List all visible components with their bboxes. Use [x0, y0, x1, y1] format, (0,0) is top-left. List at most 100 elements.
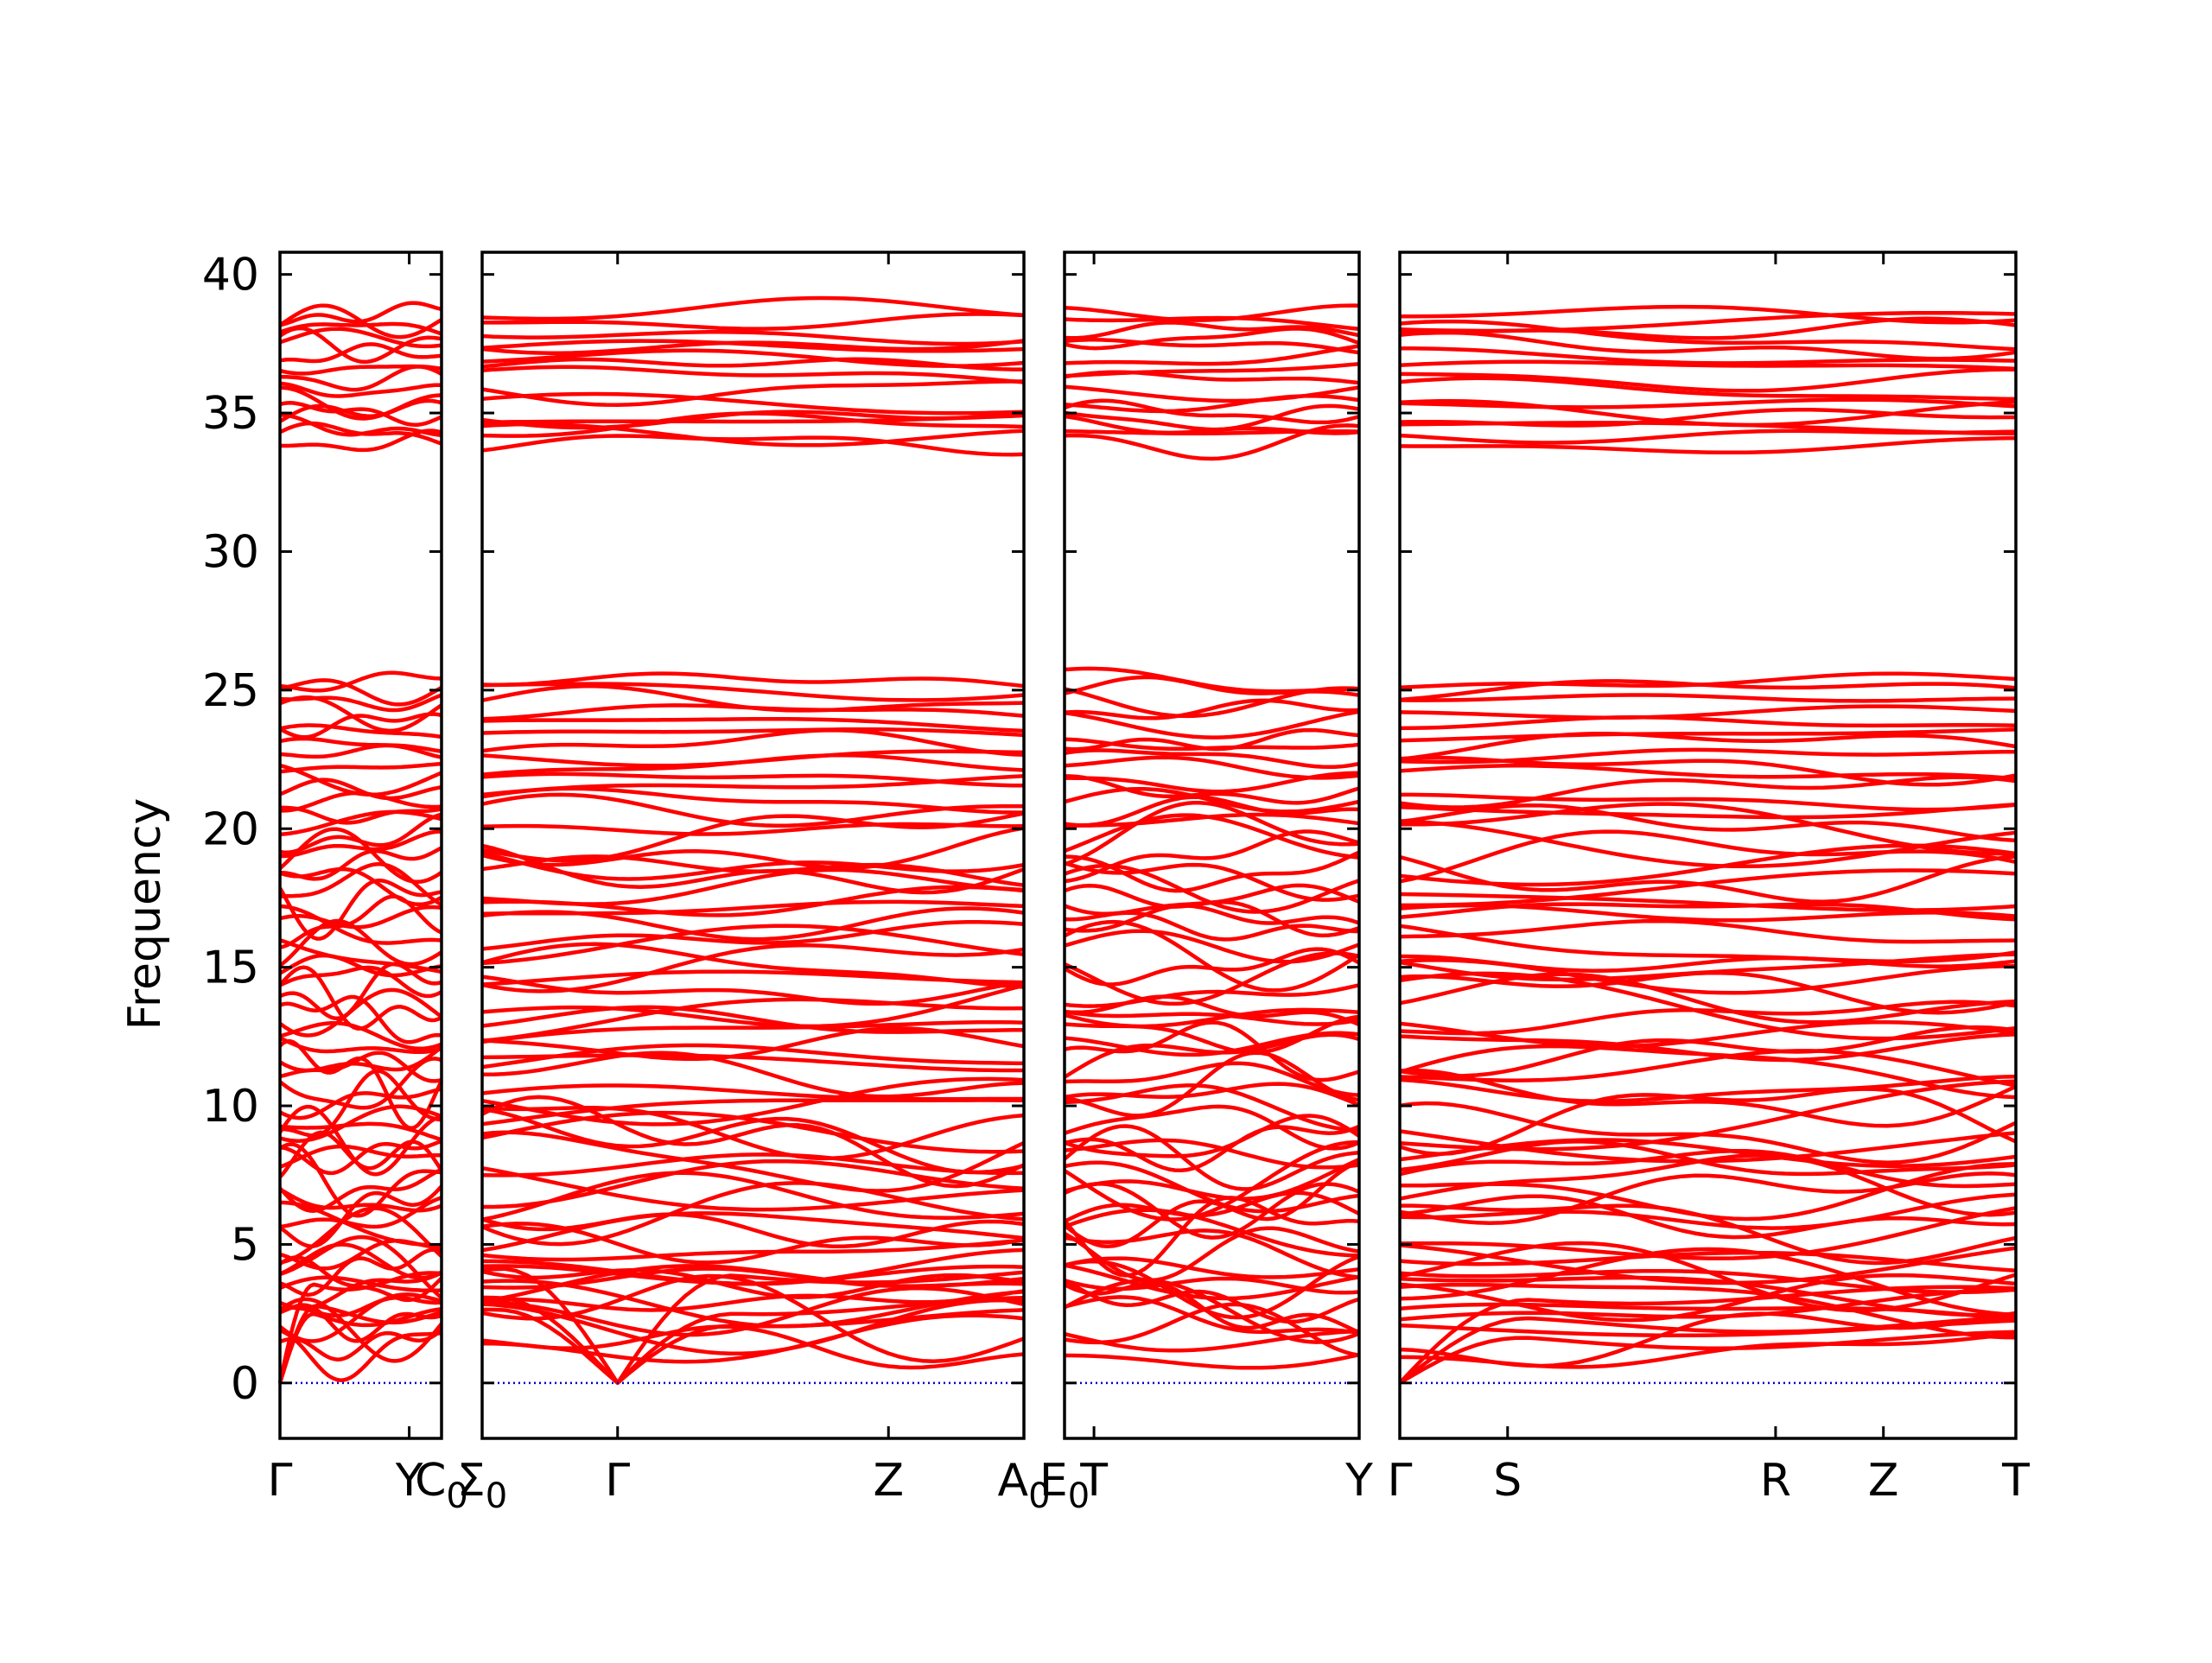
band-line [1063, 1139, 1360, 1222]
band-line [1399, 727, 2017, 743]
y-tick-label: 10 [202, 1081, 259, 1133]
band-line [1064, 774, 1360, 805]
band-line [481, 717, 1025, 733]
band-line [1400, 792, 2017, 812]
band-line [279, 693, 442, 713]
band-line [279, 866, 443, 907]
band-line [1399, 1079, 2017, 1152]
y-tick-label: 15 [202, 943, 259, 994]
band-line [1064, 929, 1360, 964]
band-line [279, 1271, 442, 1311]
band-line [1399, 971, 2017, 1041]
band-line [1064, 755, 1360, 780]
band-line [1064, 362, 1360, 378]
band-line [480, 1095, 1025, 1189]
band-line [1399, 310, 2017, 333]
band-line [1064, 1020, 1360, 1082]
band-line [1399, 359, 2017, 371]
band-line [1064, 1182, 1360, 1240]
band-line [481, 943, 1025, 993]
band-line [1064, 1228, 1360, 1279]
band-line [1399, 1194, 2017, 1240]
panel-3-bands [1063, 303, 1361, 1385]
band-line [481, 1289, 1025, 1312]
band-line [1399, 693, 2017, 703]
band-line [278, 1045, 443, 1073]
band-line [279, 809, 442, 837]
band-line [1064, 1007, 1360, 1029]
band-line [1064, 983, 1360, 1008]
band-line [280, 1200, 442, 1247]
band-line [1064, 1083, 1360, 1133]
band-line [1064, 398, 1360, 425]
band-line [481, 924, 1025, 966]
band-line [1399, 1148, 2017, 1189]
x-tick-label: Γ [1388, 1455, 1413, 1507]
band-line [1399, 704, 2017, 720]
band-line [481, 1298, 1025, 1356]
band-line [1399, 764, 2017, 781]
band-line [481, 379, 1024, 407]
band-line [481, 1152, 1025, 1177]
panel-2-frame [480, 251, 1026, 1440]
band-line [481, 1313, 1025, 1364]
band-line [481, 822, 1025, 836]
x-tick-label: Z [1868, 1455, 1899, 1507]
band-line [1064, 1158, 1360, 1201]
band-line [1064, 812, 1360, 828]
band-line [1064, 727, 1360, 752]
band-line [1064, 698, 1360, 720]
band-line [1399, 924, 2017, 964]
band-line [481, 348, 1025, 368]
band-line [1064, 1254, 1360, 1320]
band-line [481, 1267, 1025, 1299]
band-line [1064, 403, 1360, 432]
band-line [1399, 775, 2017, 809]
band-line [481, 749, 1025, 768]
band-line [1064, 709, 1360, 739]
band-line [481, 983, 1025, 1029]
band-line [1399, 330, 2017, 361]
band-line [279, 342, 442, 364]
band-line [1064, 1061, 1360, 1097]
band-line [1399, 408, 2016, 428]
band-line [280, 805, 442, 825]
panel-4-frame [1398, 251, 2018, 1440]
band-line [1063, 919, 1361, 993]
band-line [481, 1181, 1025, 1247]
band-line [279, 364, 442, 376]
band-line [481, 1266, 1025, 1386]
band-line [1399, 803, 2017, 820]
band-line [1399, 397, 2017, 409]
band-line [481, 997, 1025, 1043]
panel-1-bands [277, 301, 444, 1385]
band-line [1064, 850, 1360, 893]
band-line [481, 1083, 1024, 1101]
band-line [1065, 1352, 1360, 1370]
band-line [278, 1057, 442, 1110]
band-line [481, 771, 1025, 788]
band-line [1399, 1192, 2017, 1230]
band-line [481, 752, 1025, 777]
band-line [481, 727, 1025, 738]
band-line [278, 1167, 442, 1213]
band-line [1399, 367, 2016, 393]
x-tick-label: T [1079, 1455, 1108, 1507]
band-line [482, 1247, 1025, 1286]
band-line [481, 942, 1025, 989]
band-line [481, 850, 1025, 881]
band-line [1064, 1263, 1360, 1301]
x-tick-label: Z [873, 1455, 904, 1507]
band-line [278, 1036, 442, 1055]
band-line [278, 1087, 442, 1120]
band-line [1399, 1206, 2017, 1260]
band-line [481, 365, 1025, 384]
band-line [481, 1264, 1025, 1304]
band-line [1399, 1025, 2017, 1078]
band-line [1399, 1000, 2017, 1036]
band-line [481, 811, 1025, 863]
band-line [279, 938, 442, 974]
band-line [1064, 1009, 1360, 1026]
band-line [1064, 1302, 1360, 1357]
bands-layer [277, 295, 2017, 1386]
